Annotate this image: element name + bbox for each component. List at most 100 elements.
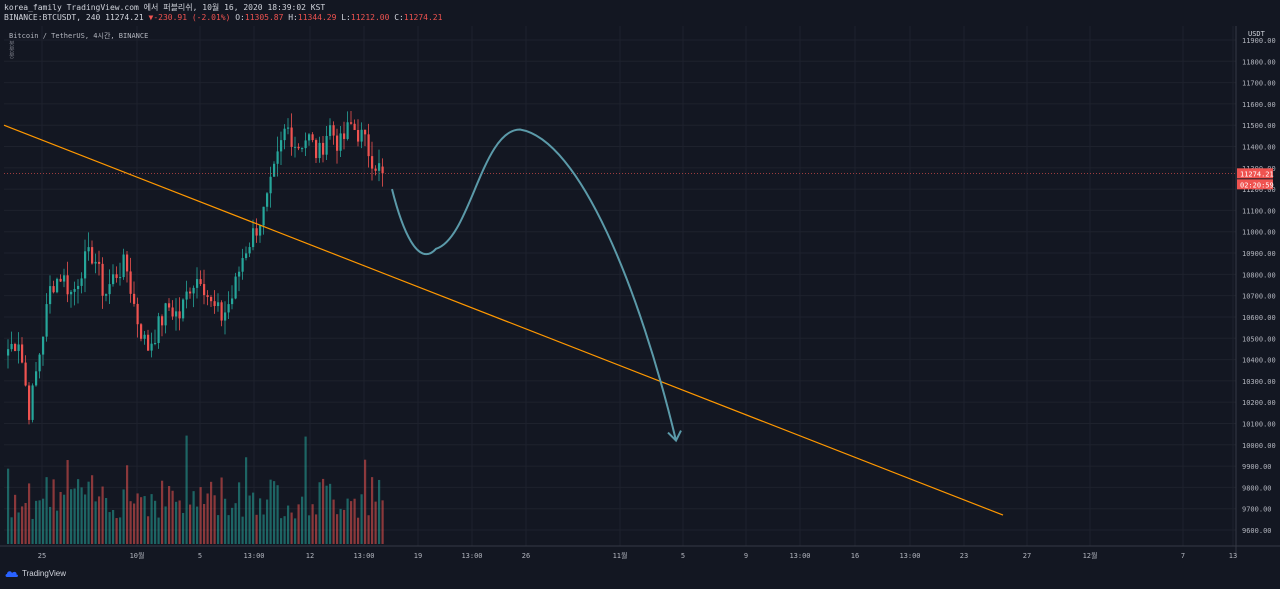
volume-bar xyxy=(301,496,304,544)
candle-body xyxy=(276,151,279,164)
candle-body xyxy=(245,253,248,259)
low-value: 11212.00 xyxy=(350,13,390,22)
volume-bar xyxy=(7,468,10,544)
candle-body xyxy=(210,297,213,302)
candle-body xyxy=(283,128,286,141)
volume-bar xyxy=(136,493,139,544)
volume-bar xyxy=(38,500,41,544)
volume-bar xyxy=(143,496,146,544)
volume-bar xyxy=(227,515,230,544)
price-tick-label: 11200.00 xyxy=(1242,186,1276,194)
price-chart[interactable]: 11900.00 11800.00 11700.00 11600.00 11500.00… xyxy=(0,26,1280,585)
candle-body xyxy=(140,324,143,339)
price-tick-label: 10500.00 xyxy=(1242,335,1276,343)
candle-body xyxy=(241,258,244,272)
volume-bar xyxy=(112,509,115,544)
candle-body xyxy=(357,130,360,142)
price-tick-label: 10600.00 xyxy=(1242,314,1276,322)
header-bar: korea_family TradingView.com 에서 퍼블리쉬, 10… xyxy=(0,0,1280,26)
volume-bar xyxy=(364,459,367,544)
candle-body xyxy=(266,193,269,207)
candle-body xyxy=(262,206,265,226)
volume-bar xyxy=(213,495,216,544)
candle-body xyxy=(381,166,384,174)
candle-body xyxy=(231,298,234,305)
volume-bar xyxy=(311,504,314,544)
high-label: H: xyxy=(288,13,298,22)
candle-body xyxy=(84,251,87,279)
volume-bar xyxy=(178,500,181,544)
volume-bar xyxy=(10,517,13,544)
volume-bar xyxy=(357,517,360,544)
volume-bar xyxy=(287,505,290,544)
candle-body xyxy=(105,294,108,296)
volume-bar xyxy=(31,518,34,544)
volume-bar xyxy=(318,482,321,544)
volume-bar xyxy=(101,486,104,544)
candle-body xyxy=(133,293,136,304)
volume-bar xyxy=(206,493,209,544)
time-tick-label: 11월 xyxy=(613,551,628,560)
candle-body xyxy=(164,303,167,326)
candle-body xyxy=(80,278,83,286)
tradingview-logo[interactable]: TradingView xyxy=(5,569,66,578)
volume-bar xyxy=(297,504,300,544)
candle-body xyxy=(77,285,80,290)
volume-bar xyxy=(346,498,349,544)
candle-body xyxy=(318,142,321,159)
volume-bar xyxy=(175,501,178,544)
volume-bar xyxy=(343,509,346,544)
symbol-label: BINANCE:BTCUSDT, 240 xyxy=(4,13,101,22)
time-tick-label: 23 xyxy=(960,552,968,560)
volume-bar xyxy=(304,436,307,544)
chart-area[interactable]: 11900.00 11800.00 11700.00 11600.00 11500.00… xyxy=(0,26,1280,585)
candle-body xyxy=(136,303,139,325)
volume-bar xyxy=(308,515,311,544)
candle-body xyxy=(147,334,150,351)
candle-body xyxy=(301,148,304,150)
time-tick-label: 5 xyxy=(198,552,202,560)
volume-bar xyxy=(80,487,83,544)
candle-body xyxy=(294,146,297,148)
volume-bar xyxy=(241,516,244,544)
candle-body xyxy=(227,304,230,313)
volume-bar xyxy=(17,512,20,544)
candle-body xyxy=(308,134,311,141)
candle-body xyxy=(343,133,346,139)
candle-body xyxy=(52,286,55,293)
candle-body xyxy=(38,354,41,372)
candle-body xyxy=(248,247,251,254)
candle-body xyxy=(161,316,164,326)
time-tick-label: 5 xyxy=(681,552,685,560)
volume-bar xyxy=(185,435,188,544)
candle-body xyxy=(7,349,10,356)
price-tick-label: 10400.00 xyxy=(1242,357,1276,365)
candle-body xyxy=(24,362,27,386)
candle-body xyxy=(329,125,332,136)
volume-bar xyxy=(360,494,363,544)
candle-body xyxy=(280,140,283,152)
last-price-tag xyxy=(1237,168,1273,179)
volume-bar xyxy=(182,512,185,544)
volume-bar xyxy=(42,498,45,544)
candle-body xyxy=(87,247,90,252)
time-tick-label: 16 xyxy=(851,552,859,560)
candle-body xyxy=(378,163,381,171)
candle-body xyxy=(10,344,13,350)
volume-bar xyxy=(115,518,118,544)
volume-bar xyxy=(294,518,297,544)
candle-body xyxy=(259,225,262,236)
candle-body xyxy=(213,301,216,307)
volume-bar xyxy=(133,503,136,544)
price-tick-label: 9800.00 xyxy=(1242,484,1272,492)
candle-body xyxy=(119,277,122,279)
candle-body xyxy=(143,334,146,339)
volume-bar xyxy=(189,504,192,544)
volume-bar xyxy=(255,514,258,544)
candle-body xyxy=(171,307,174,317)
volume-bar xyxy=(52,479,55,544)
candle-body xyxy=(98,261,101,264)
volume-bar xyxy=(119,517,122,544)
time-tick-label: 12 xyxy=(306,552,314,560)
price-tick-label: 10700.00 xyxy=(1242,293,1276,301)
